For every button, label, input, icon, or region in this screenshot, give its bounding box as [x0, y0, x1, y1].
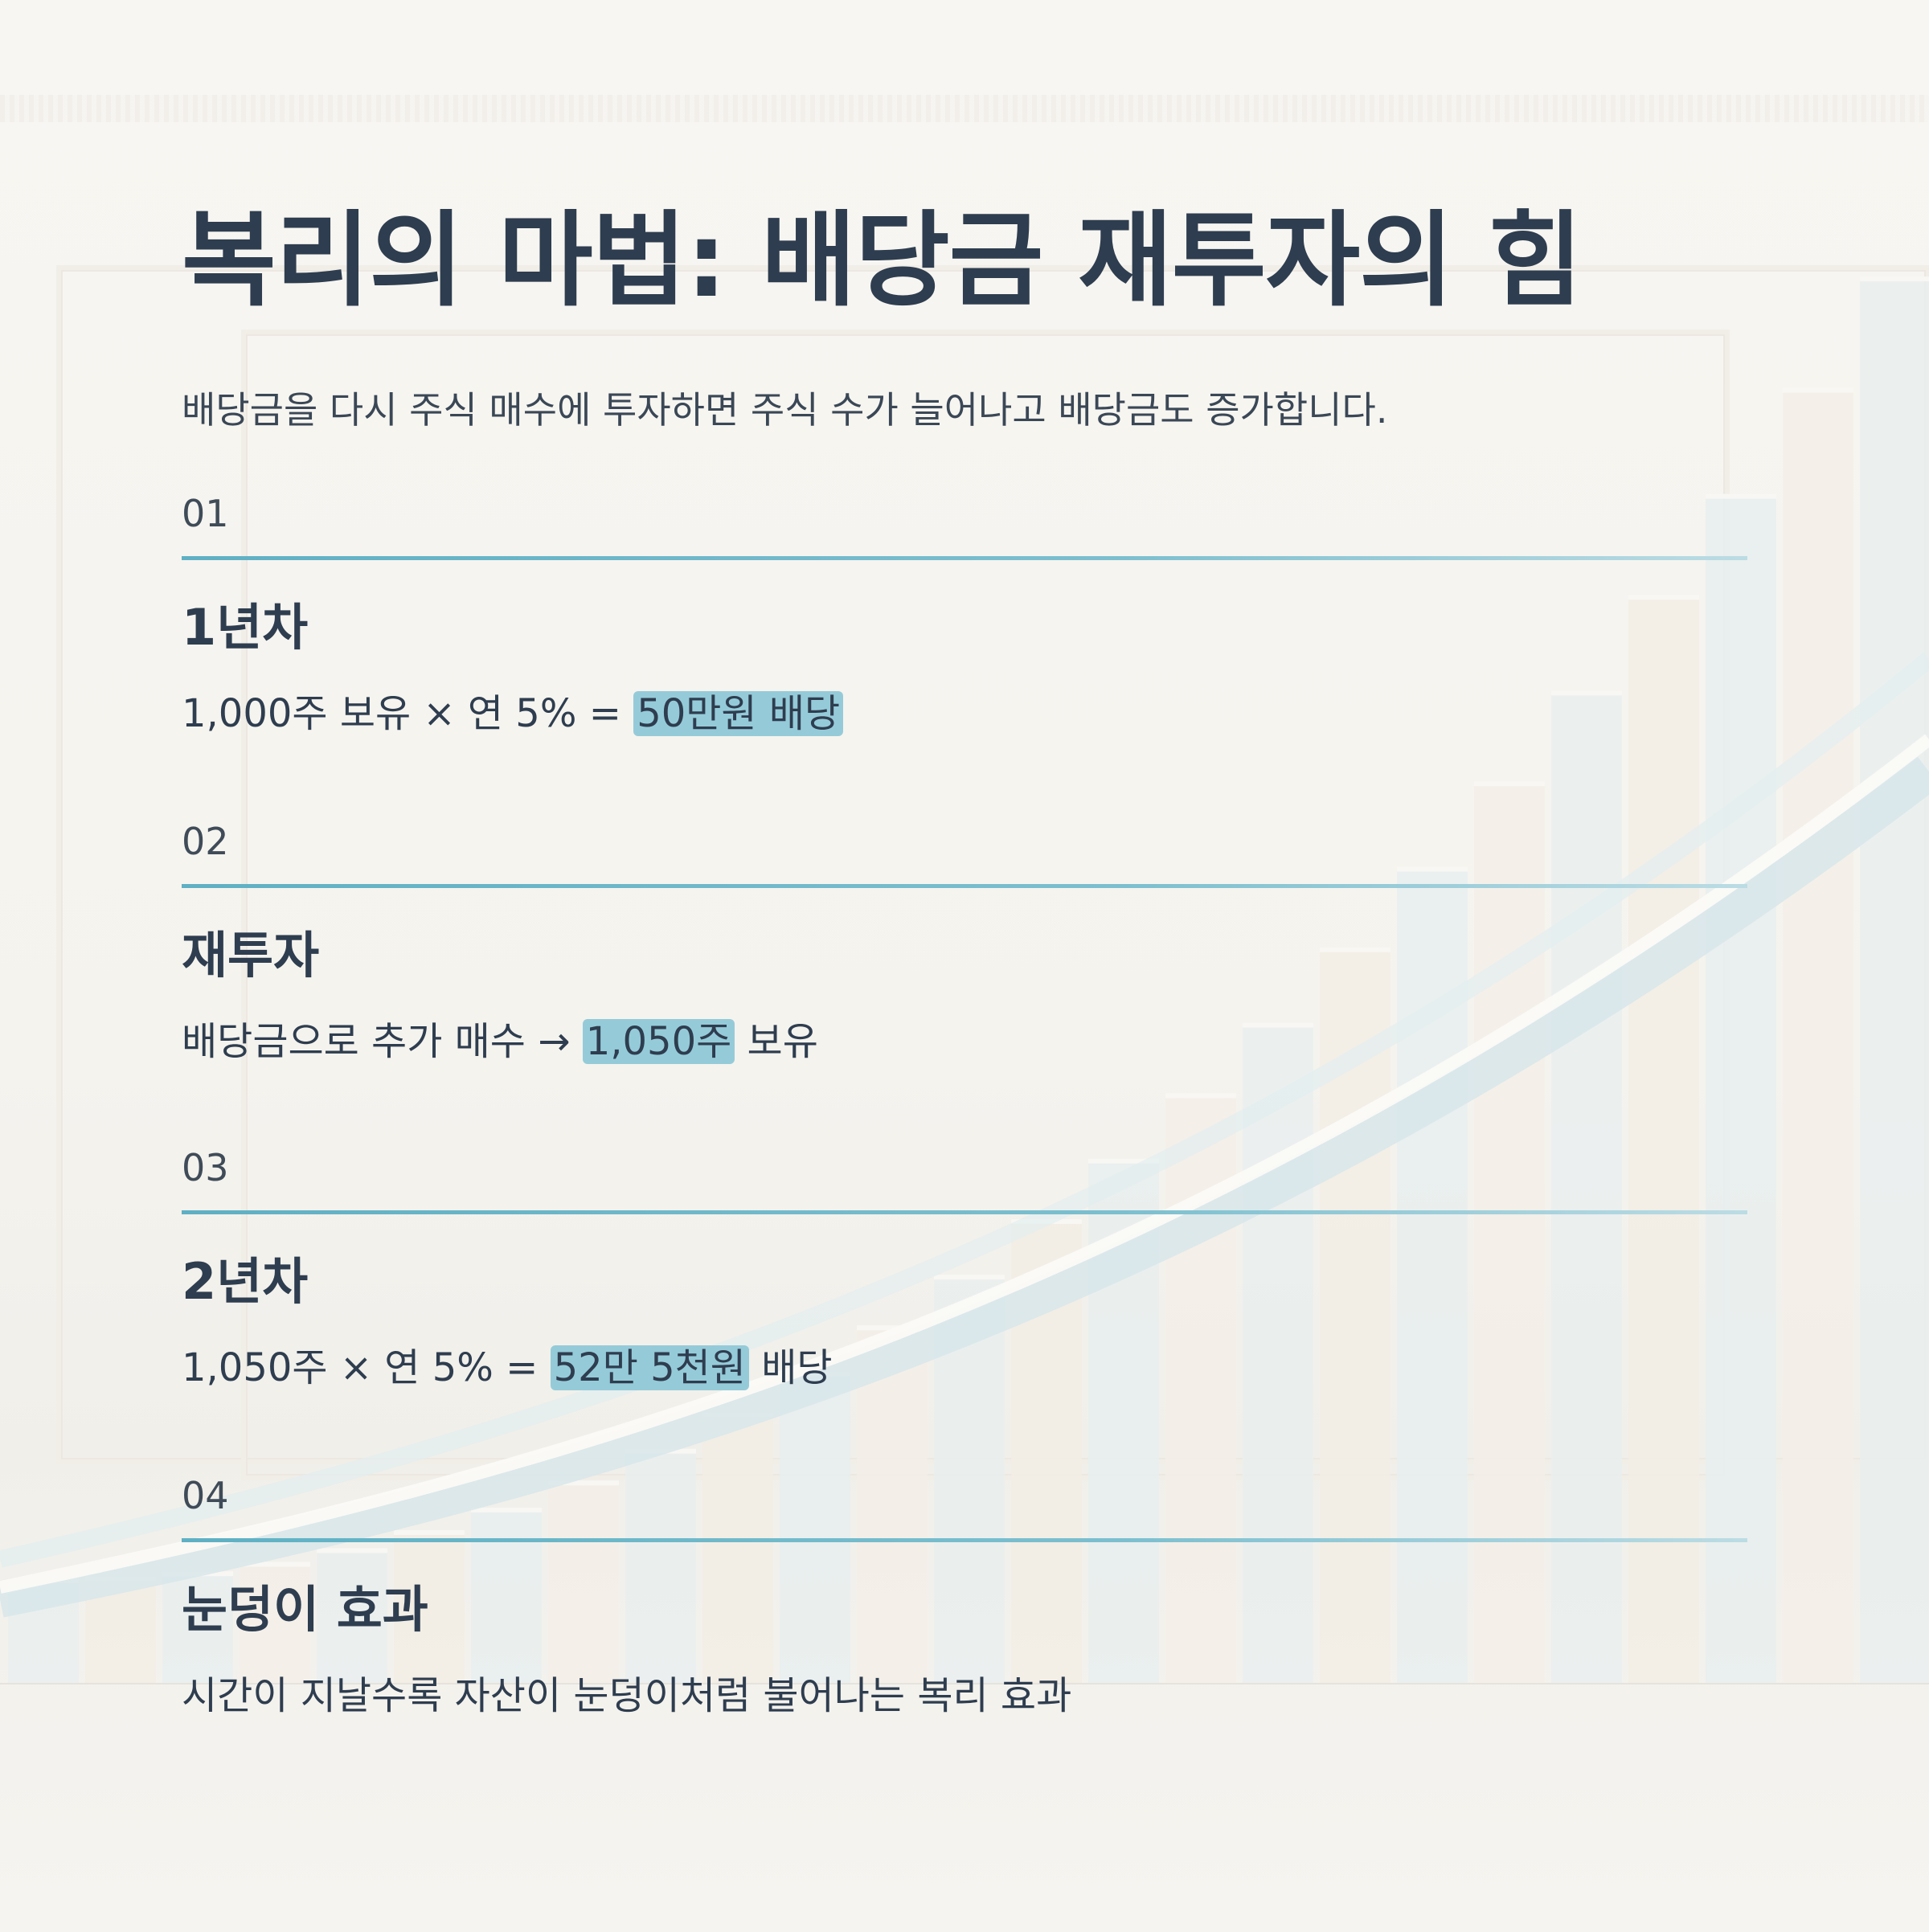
decor-bar-cap — [1860, 276, 1929, 281]
decor-bar — [1628, 595, 1699, 1684]
step-heading: 2년차 — [182, 1252, 309, 1311]
decor-bar — [162, 1571, 233, 1683]
decor-bar — [1474, 781, 1545, 1683]
step-description: 배당금으로 추가 매수 → 1,050주 보유 — [182, 1009, 818, 1066]
decor-bar-cap — [1628, 595, 1699, 600]
decor-bar-cap — [934, 1275, 1005, 1280]
decor-bar — [857, 1325, 928, 1683]
decor-bar — [702, 1412, 773, 1683]
step-heading: 1년차 — [182, 598, 309, 657]
decor-bar-cap — [1320, 947, 1390, 952]
floor-line — [0, 1683, 1929, 1684]
decor-bar-cap — [1243, 1022, 1313, 1028]
decor-curve-teal — [0, 756, 1929, 1618]
step-heading: 재투자 — [182, 926, 320, 984]
decor-bar — [780, 1371, 850, 1683]
desc-text-after: 배당 — [748, 1345, 833, 1390]
step-divider — [182, 884, 1747, 888]
decor-bar — [317, 1548, 387, 1683]
decor-bar — [1783, 387, 1853, 1683]
decor-bar-cap — [1165, 1093, 1236, 1099]
desc-text-after: 보유 — [735, 1019, 818, 1064]
decor-bar — [1706, 493, 1776, 1684]
decor-bar-cap — [1474, 781, 1545, 787]
step-number: 03 — [182, 1146, 229, 1189]
decor-bar-cap — [471, 1507, 542, 1512]
decor-bar — [394, 1529, 465, 1683]
step-number: 02 — [182, 820, 229, 863]
desc-text: 시간이 지날수록 자산이 눈덩이처럼 불어나는 복리 효과 — [182, 1673, 1072, 1718]
decor-bar-cap — [394, 1529, 465, 1535]
desc-text: 1,000주 보유 × 연 5% = — [182, 691, 634, 736]
step-description: 시간이 지날수록 자산이 눈덩이처럼 불어나는 복리 효과 — [182, 1664, 1071, 1720]
decor-bar — [240, 1562, 310, 1683]
step-number: 01 — [182, 492, 229, 535]
step-divider — [182, 556, 1747, 560]
step-divider — [182, 1538, 1747, 1542]
decor-bar-cap — [317, 1548, 387, 1553]
page-title: 복리의 마법: 배당금 재투자의 힘 — [182, 201, 1583, 321]
decor-bar — [1551, 690, 1622, 1683]
step-description: 1,000주 보유 × 연 5% = 50만원 배당 — [182, 682, 844, 738]
step-heading: 눈덩이 효과 — [182, 1580, 428, 1639]
decor-curve-faint — [0, 652, 1929, 1568]
highlight-value: 50만원 배당 — [633, 691, 844, 736]
highlight-value: 1,050주 — [582, 1019, 735, 1064]
decor-curve-light — [0, 734, 1929, 1594]
decor-bar-cap — [1551, 690, 1622, 696]
wall-molding — [0, 95, 1929, 122]
decor-bar — [471, 1507, 542, 1683]
highlight-value: 52만 5천원 — [550, 1345, 749, 1390]
decor-bar-cap — [240, 1562, 310, 1567]
decor-bar-cap — [857, 1325, 928, 1331]
desc-text: 1,050주 × 연 5% = — [182, 1345, 551, 1390]
decor-bar-cap — [1397, 866, 1468, 872]
decor-bar-cap — [548, 1480, 619, 1486]
decor-bar — [625, 1448, 696, 1683]
page-subtitle: 배당금을 다시 주식 매수에 투자하면 주식 수가 늘어나고 배당금도 증가합니… — [182, 388, 1388, 432]
decor-bar-cap — [1706, 493, 1776, 499]
step-description: 1,050주 × 연 5% = 52만 5천원 배당 — [182, 1336, 833, 1392]
decor-bar-cap — [1088, 1158, 1159, 1164]
decor-bar — [1860, 276, 1929, 1683]
step-number: 04 — [182, 1474, 229, 1517]
decor-bar — [1243, 1022, 1313, 1683]
decor-bar-cap — [1783, 387, 1853, 393]
desc-text: 배당금으로 추가 매수 → — [182, 1019, 583, 1064]
step-divider — [182, 1210, 1747, 1214]
decor-bar — [548, 1480, 619, 1683]
